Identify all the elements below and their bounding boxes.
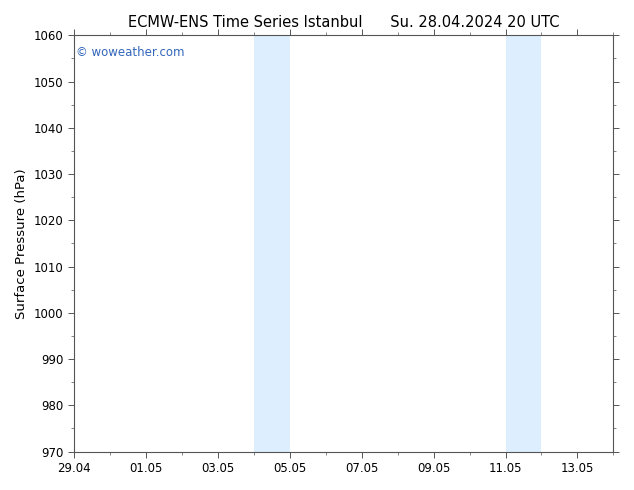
Text: © woweather.com: © woweather.com xyxy=(77,46,185,59)
Bar xyxy=(254,35,271,452)
Bar xyxy=(271,35,290,452)
Title: ECMW-ENS Time Series Istanbul      Su. 28.04.2024 20 UTC: ECMW-ENS Time Series Istanbul Su. 28.04.… xyxy=(128,15,559,30)
Bar xyxy=(524,35,541,452)
Bar xyxy=(505,35,524,452)
Y-axis label: Surface Pressure (hPa): Surface Pressure (hPa) xyxy=(15,168,28,319)
